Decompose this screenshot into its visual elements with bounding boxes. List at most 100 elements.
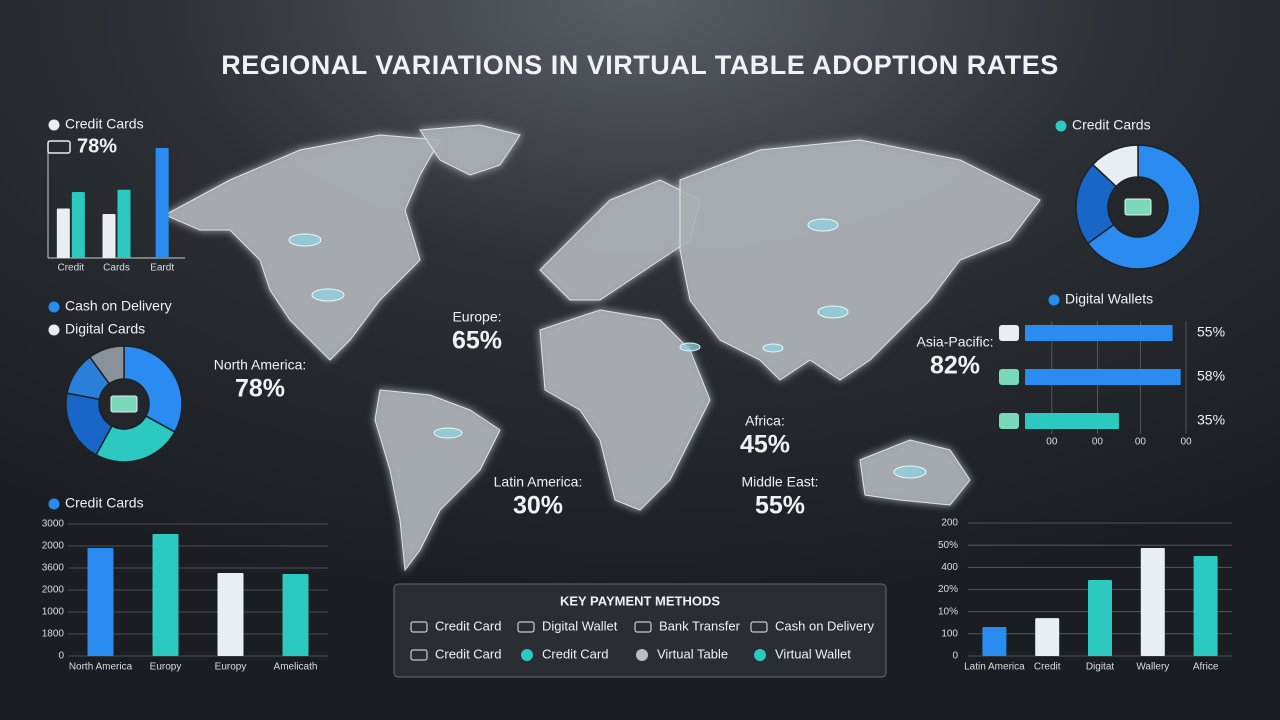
world-map <box>163 124 1041 572</box>
table-icon <box>762 343 784 353</box>
legend-label: Digital Cards <box>65 321 145 337</box>
key-item: Credit Card <box>542 646 608 661</box>
bar <box>56 208 70 258</box>
x-tick-label: 00 <box>1135 437 1147 448</box>
x-tick-label: Cards <box>103 263 130 274</box>
y-tick-label: 1800 <box>42 629 65 640</box>
region-rate: 65% <box>452 327 502 355</box>
key-icon <box>636 649 648 661</box>
donut-segment <box>95 415 176 463</box>
key-item: Cash on Delivery <box>775 618 874 633</box>
bar <box>1025 325 1173 341</box>
bar <box>71 192 85 258</box>
key-icon <box>517 621 535 633</box>
key-item: Digital Wallet <box>542 618 618 633</box>
y-tick-label: 100 <box>941 628 958 639</box>
title: REGIONAL VARIATIONS IN VIRTUAL TABLE ADO… <box>221 50 1059 80</box>
map-icons <box>288 218 927 479</box>
legend-swatch <box>48 324 60 336</box>
x-tick-label: Wallery <box>1136 662 1169 673</box>
table-icon <box>807 218 839 232</box>
y-tick-label: 2000 <box>42 541 65 552</box>
x-tick-label: Eardt <box>150 263 174 274</box>
key-item: Virtual Table <box>657 646 728 661</box>
wallet-icon <box>999 413 1019 429</box>
bar <box>87 547 114 656</box>
donut-segment <box>1086 144 1201 270</box>
region-rate: 82% <box>930 352 980 380</box>
wallet-icon <box>999 369 1019 385</box>
bar <box>102 214 116 258</box>
y-tick-label: 200 <box>941 518 958 529</box>
bar <box>282 573 309 656</box>
region-name: Europe: <box>452 309 501 325</box>
table-icon <box>679 342 701 352</box>
key-item: Credit Card <box>435 618 501 633</box>
donut-segment <box>123 345 183 433</box>
key-title: KEY PAYMENT METHODS <box>560 593 720 608</box>
region-name: Asia-Pacific: <box>916 334 993 350</box>
region-name: Middle East: <box>741 474 818 490</box>
y-tick-label: 0 <box>58 651 64 662</box>
x-tick-label: Amelicath <box>274 662 318 673</box>
y-tick-label: 3000 <box>42 519 65 530</box>
donut-segment <box>1091 144 1139 188</box>
bar <box>155 148 169 258</box>
asia <box>679 139 1041 381</box>
bar <box>1025 369 1181 385</box>
bar <box>117 189 131 258</box>
table-icon <box>893 465 927 479</box>
value-label: 58% <box>1197 368 1225 384</box>
region-rate: 78% <box>235 375 285 403</box>
headline-icon <box>47 140 71 154</box>
key-icon <box>754 649 766 661</box>
y-tick-label: 20% <box>938 584 958 595</box>
x-tick-label: 00 <box>1092 437 1104 448</box>
key-item: Bank Transfer <box>659 618 741 633</box>
money-icon <box>1124 198 1152 216</box>
x-tick-label: Europy <box>215 662 247 673</box>
legend-label: Digital Wallets <box>1065 291 1153 307</box>
y-tick-label: 0 <box>952 651 958 662</box>
bar <box>1035 618 1060 656</box>
africa <box>539 309 711 511</box>
y-tick-label: 50% <box>938 540 958 551</box>
y-tick-label: 3600 <box>42 563 65 574</box>
legend-swatch <box>48 301 60 313</box>
key-item: Credit Card <box>435 646 501 661</box>
bar <box>1088 579 1112 656</box>
legend-label: Credit Cards <box>1072 117 1151 133</box>
table-icon <box>311 288 345 302</box>
region-rate: 55% <box>755 492 805 520</box>
bar <box>1025 413 1119 429</box>
legend-swatch <box>48 498 60 510</box>
region-name: Latin America: <box>494 474 583 490</box>
value-label: 35% <box>1197 412 1225 428</box>
x-tick-label: 00 <box>1180 437 1192 448</box>
legend-label: Credit Cards <box>65 495 144 511</box>
table-icon <box>288 233 322 247</box>
x-tick-label: Latin America <box>964 662 1025 673</box>
x-tick-label: Africe <box>1193 662 1219 673</box>
x-tick-label: Digitat <box>1086 662 1115 673</box>
x-tick-label: 00 <box>1046 437 1058 448</box>
x-tick-label: North America <box>69 662 133 673</box>
y-tick-label: 1000 <box>42 607 65 618</box>
greenland <box>419 124 521 176</box>
x-tick-label: Credit <box>57 263 84 274</box>
region-rate: 30% <box>513 492 563 520</box>
legend-swatch <box>1055 120 1067 132</box>
key-icon <box>410 649 428 661</box>
bar <box>1193 556 1218 656</box>
key-icon <box>521 649 533 661</box>
headline: 78% <box>77 135 117 157</box>
region-name: Africa: <box>745 413 785 429</box>
bar <box>217 573 244 656</box>
money-icon <box>110 395 138 413</box>
key-item: Virtual Wallet <box>775 646 851 661</box>
legend-swatch <box>1048 294 1060 306</box>
y-tick-label: 400 <box>941 562 958 573</box>
table-icon <box>817 305 849 319</box>
bar <box>152 533 179 656</box>
